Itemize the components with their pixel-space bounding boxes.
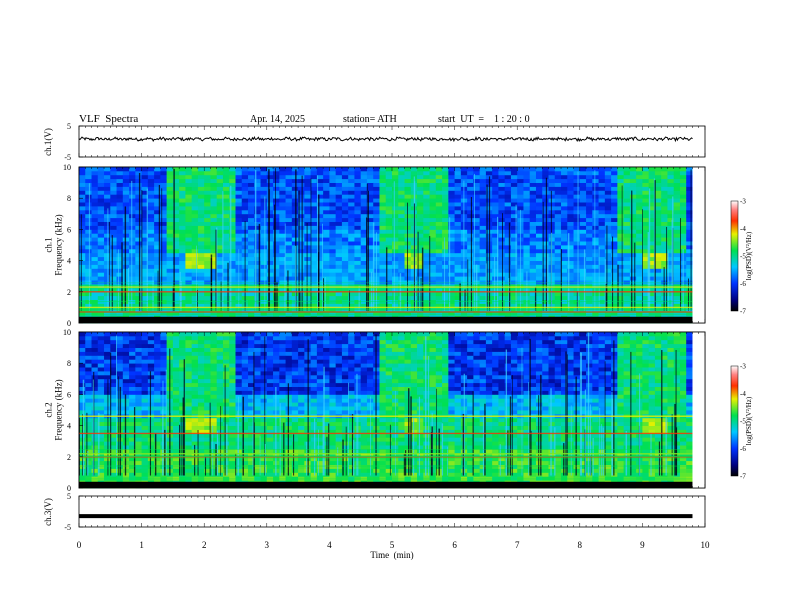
y-tick-label: 6 — [67, 390, 71, 399]
ch1-ticks: 5 -5 — [64, 122, 706, 162]
y-tick-label: -5 — [64, 523, 71, 532]
ch2-spectrogram-image — [78, 332, 705, 489]
ch1-waveform-panel: 5 -5 — [64, 122, 706, 162]
y-tick-label: 10 — [63, 328, 71, 337]
x-tick-label: 4 — [327, 540, 332, 550]
ch1-spectrogram-ylabel: ch.1Frequency (kHz) — [44, 214, 64, 275]
start-ut-label: start UT = 1 : 20 : 0 — [438, 114, 530, 125]
colorbar-tick-label: -7 — [740, 308, 746, 316]
colorbar-tick-label: -6 — [740, 280, 746, 288]
ch2-colorbar: -3 -4 -5 -6 -7 log(PSD)(V²/Hz) — [730, 363, 753, 481]
y-tick-label: 0 — [67, 319, 71, 328]
colorbar-tick-label: -5 — [740, 418, 746, 426]
x-tick-label: 7 — [515, 540, 520, 550]
y-tick-label: 4 — [67, 257, 71, 266]
x-tick-label: 8 — [578, 540, 583, 550]
colorbar-tick-label: -3 — [740, 198, 746, 206]
ch1-spectrogram-image — [79, 167, 705, 324]
y-tick-label: 5 — [67, 492, 71, 501]
x-tick-label: 5 — [390, 540, 395, 550]
y-tick-label: 0 — [67, 484, 71, 493]
ch2-spectrogram-panel: 0 2 4 6 8 10 — [63, 328, 706, 493]
x-axis-label: Time (min) — [370, 550, 413, 560]
colorbar-tick-label: -4 — [740, 225, 746, 233]
x-tick-label: 0 — [77, 540, 82, 550]
y-tick-label: 8 — [67, 359, 71, 368]
x-tick-label: 1 — [139, 540, 144, 550]
chart-title: VLF Spectra — [79, 113, 139, 125]
colorbar-tick-label: -7 — [740, 473, 746, 481]
ch3-waveform-ylabel: ch.3(V) — [43, 498, 53, 526]
date-label: Apr. 14, 2025 — [250, 114, 305, 125]
y-tick-label: 2 — [67, 453, 71, 462]
ch3-waveform-panel: 5 -5 — [64, 492, 706, 532]
y-tick-label: -5 — [64, 153, 71, 162]
x-tick-label: 2 — [202, 540, 207, 550]
ch1-waveform-ylabel: ch.1(V) — [43, 128, 53, 156]
ch2-colorbar-label: log(PSD)(V²/Hz) — [745, 396, 753, 445]
y-tick-label: 2 — [67, 288, 71, 297]
colorbar-tick-label: -3 — [740, 363, 746, 371]
ch1-colorbar-label: log(PSD)(V²/Hz) — [745, 231, 753, 280]
x-tick-label: 3 — [265, 540, 270, 550]
x-tick-label: 9 — [640, 540, 645, 550]
colorbar-tick-label: -4 — [740, 390, 746, 398]
colorbar-tick-label: -6 — [740, 445, 746, 453]
ch2-spectrogram-ticks: 0 2 4 6 8 10 — [63, 328, 706, 493]
ch3-ticks: 5 -5 — [64, 492, 706, 532]
ch1-colorbar: -3 -4 -5 -6 -7 log(PSD)(V²/Hz) — [730, 198, 753, 316]
y-tick-label: 4 — [67, 422, 71, 431]
y-tick-label: 5 — [67, 122, 71, 131]
ch1-spectrogram-panel: 0 2 4 6 8 10 — [63, 163, 706, 328]
y-tick-label: 6 — [67, 225, 71, 234]
x-tick-label: 6 — [452, 540, 457, 550]
ch1-spectrogram-ticks: 0 2 4 6 8 10 — [63, 163, 706, 328]
y-tick-label: 10 — [63, 163, 71, 172]
x-axis-ticks: 0 1 2 3 4 5 6 7 8 9 10 — [77, 540, 710, 550]
x-tick-label: 10 — [701, 540, 711, 550]
ch1-waveform-line — [78, 136, 693, 143]
station-label: station= ATH — [343, 114, 397, 125]
colorbar-tick-label: -5 — [740, 253, 746, 261]
ch2-spectrogram-ylabel: ch.2Frequency (kHz) — [44, 379, 64, 440]
y-tick-label: 8 — [67, 194, 71, 203]
